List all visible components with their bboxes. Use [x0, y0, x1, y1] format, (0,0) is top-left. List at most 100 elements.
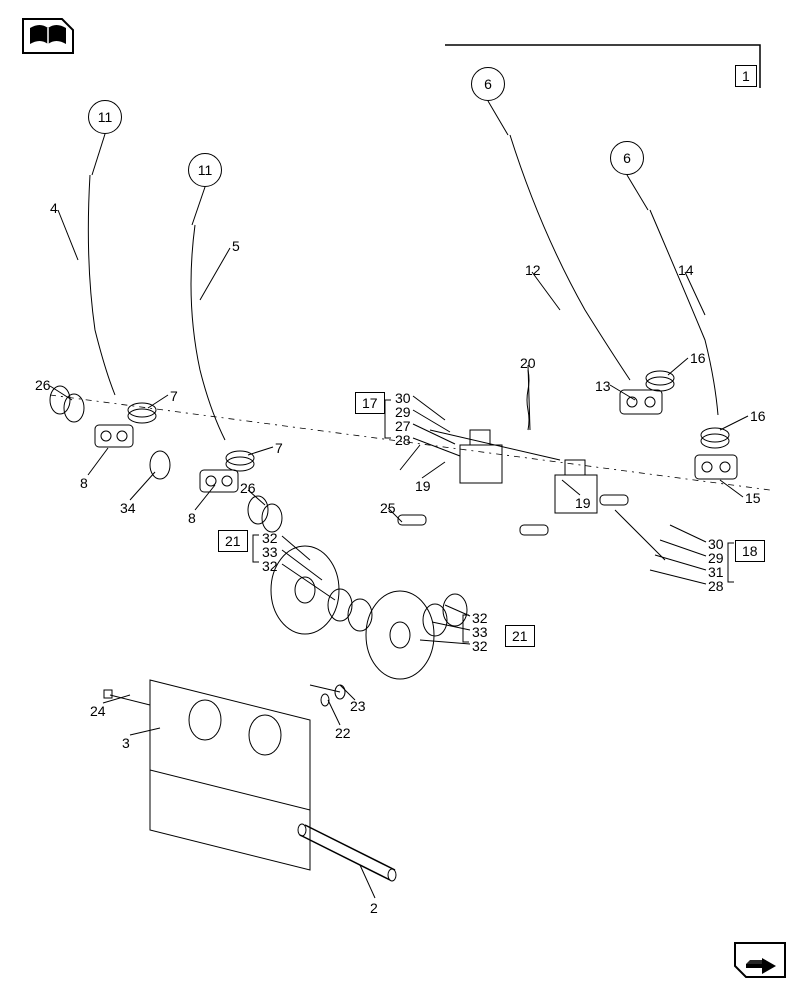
callout-text-25: 25 — [380, 500, 396, 516]
callout-label: 34 — [120, 500, 136, 516]
callout-text-16a: 16 — [690, 350, 706, 366]
callout-text-16b: 16 — [750, 408, 766, 424]
callout-label: 31 — [708, 564, 724, 580]
callout-label: 28 — [395, 432, 411, 448]
callout-text-12: 12 — [525, 262, 541, 278]
callout-label: 16 — [690, 350, 706, 366]
part-lever-5 — [191, 225, 225, 440]
callout-label: 23 — [350, 698, 366, 714]
part-nut-16b — [701, 428, 729, 448]
callout-text-34: 34 — [120, 500, 136, 516]
callout-label: 18 — [742, 543, 758, 559]
callout-label: 14 — [678, 262, 694, 278]
part-disc-set-left — [271, 546, 372, 634]
part-rod-27 — [400, 430, 560, 470]
callout-box-17: 17 — [355, 392, 385, 414]
callout-circle-11a: 11 — [88, 100, 122, 134]
callout-text-2: 2 — [370, 900, 378, 916]
part-arm-8b — [200, 470, 238, 492]
callout-label: 6 — [623, 150, 631, 166]
callout-circle-11b: 11 — [188, 153, 222, 187]
callout-label: 25 — [380, 500, 396, 516]
callout-text-32b: 32 — [262, 558, 278, 574]
callout-label: 1 — [742, 68, 750, 84]
part-washers-26a — [50, 386, 84, 422]
callout-label: 32 — [472, 638, 488, 654]
part-lever-4 — [88, 175, 115, 395]
arrow-box-icon[interactable] — [734, 942, 786, 978]
book-icon[interactable] — [22, 18, 74, 54]
callout-label: 26 — [240, 480, 256, 496]
callout-text-33a: 33 — [262, 544, 278, 560]
callout-label: 22 — [335, 725, 351, 741]
leader-lines — [50, 101, 748, 898]
callout-box-21a: 21 — [218, 530, 248, 552]
callout-text-23: 23 — [350, 698, 366, 714]
part-lever-12 — [510, 135, 630, 380]
callout-text-22: 22 — [335, 725, 351, 741]
callout-label: 11 — [98, 109, 113, 125]
callout-text-8a: 8 — [80, 475, 88, 491]
callout-box-21b: 21 — [505, 625, 535, 647]
callout-label: 7 — [170, 388, 178, 404]
callout-text-3: 3 — [122, 735, 130, 751]
callout-label: 13 — [595, 378, 611, 394]
callout-label: 3 — [122, 735, 130, 751]
callout-text-7a: 7 — [170, 388, 178, 404]
callout-label: 16 — [750, 408, 766, 424]
callout-text-32d: 32 — [472, 638, 488, 654]
callout-text-29a: 29 — [395, 404, 411, 420]
part-arm-15 — [695, 455, 737, 479]
callout-label: 5 — [232, 238, 240, 254]
callout-label: 21 — [512, 628, 528, 644]
callout-label: 17 — [362, 395, 378, 411]
callout-label: 2 — [370, 900, 378, 916]
callout-text-28b: 28 — [708, 578, 724, 594]
callout-box-18: 18 — [735, 540, 765, 562]
part-lever-14 — [650, 210, 718, 415]
callout-text-26b: 26 — [240, 480, 256, 496]
part-bolt-22 — [321, 694, 329, 706]
callout-label: 30 — [395, 390, 411, 406]
callout-label: 21 — [225, 533, 241, 549]
callout-label: 33 — [262, 544, 278, 560]
callout-text-31: 31 — [708, 564, 724, 580]
callout-text-4: 4 — [50, 200, 58, 216]
callout-box-1: 1 — [735, 65, 757, 87]
callout-label: 8 — [188, 510, 196, 526]
callout-label: 12 — [525, 262, 541, 278]
callout-circle-6a: 6 — [471, 67, 505, 101]
callout-label: 24 — [90, 703, 106, 719]
callout-text-13: 13 — [595, 378, 611, 394]
callout-label: 20 — [520, 355, 536, 371]
callout-circle-6b: 6 — [610, 141, 644, 175]
callout-text-24: 24 — [90, 703, 106, 719]
callout-label: 7 — [275, 440, 283, 456]
callout-text-30b: 30 — [708, 536, 724, 552]
callout-label: 19 — [575, 495, 591, 511]
part-disc-set-right — [366, 591, 467, 679]
callout-text-5: 5 — [232, 238, 240, 254]
part-bolt-23 — [310, 685, 345, 699]
part-shaft-25 — [398, 515, 548, 535]
callout-label: 19 — [415, 478, 431, 494]
callout-text-7b: 7 — [275, 440, 283, 456]
part-rod-28 — [600, 495, 665, 560]
callout-text-19b: 19 — [575, 495, 591, 511]
part-washers-26b — [248, 496, 282, 532]
part-bolt-24 — [104, 690, 150, 705]
callout-text-30a: 30 — [395, 390, 411, 406]
callout-label: 15 — [745, 490, 761, 506]
callout-label: 28 — [708, 578, 724, 594]
part-arm-8a — [95, 425, 133, 447]
callout-text-20: 20 — [520, 355, 536, 371]
callout-text-28a: 28 — [395, 432, 411, 448]
callout-label: 29 — [395, 404, 411, 420]
callout-text-14: 14 — [678, 262, 694, 278]
callout-label: 6 — [484, 76, 492, 92]
callout-label: 8 — [80, 475, 88, 491]
callout-label: 26 — [35, 377, 51, 393]
callout-text-15: 15 — [745, 490, 761, 506]
callout-text-19a: 19 — [415, 478, 431, 494]
part-plate-3 — [150, 680, 310, 870]
